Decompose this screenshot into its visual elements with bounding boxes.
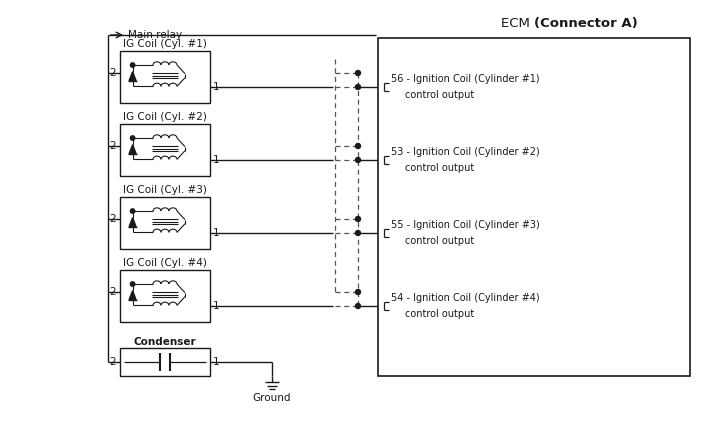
Text: control output: control output (405, 163, 475, 173)
Circle shape (356, 303, 361, 309)
Text: Ground: Ground (253, 393, 291, 403)
Text: control output: control output (405, 309, 475, 319)
Text: (Connector A): (Connector A) (534, 17, 638, 30)
Circle shape (356, 143, 361, 149)
Circle shape (356, 217, 361, 222)
Circle shape (356, 71, 361, 75)
Bar (120, 124, 210, 176)
Text: 1: 1 (213, 228, 219, 238)
Circle shape (356, 84, 361, 89)
Text: 2: 2 (110, 68, 116, 78)
Bar (120, 270, 210, 322)
Text: 56 - Ignition Coil (Cylinder #1): 56 - Ignition Coil (Cylinder #1) (391, 74, 540, 84)
Circle shape (130, 63, 135, 67)
Text: 1: 1 (213, 82, 219, 92)
Circle shape (130, 209, 135, 213)
Text: IG Coil (Cyl. #1): IG Coil (Cyl. #1) (123, 39, 207, 49)
Circle shape (130, 136, 135, 140)
Text: Main relay: Main relay (128, 30, 182, 40)
Text: 1: 1 (213, 155, 219, 165)
Bar (120, 348, 210, 376)
Circle shape (356, 231, 361, 235)
Bar (120, 51, 210, 103)
Text: 2: 2 (110, 141, 116, 151)
Text: control output: control output (405, 236, 475, 246)
Text: IG Coil (Cyl. #4): IG Coil (Cyl. #4) (123, 258, 207, 268)
Text: ECM: ECM (501, 17, 534, 30)
Text: 54 - Ignition Coil (Cylinder #4): 54 - Ignition Coil (Cylinder #4) (391, 293, 540, 303)
Text: 2: 2 (110, 357, 116, 367)
Polygon shape (129, 291, 136, 300)
Text: 2: 2 (110, 287, 116, 297)
Text: IG Coil (Cyl. #2): IG Coil (Cyl. #2) (123, 112, 207, 122)
Polygon shape (129, 72, 136, 81)
Text: Condenser: Condenser (134, 337, 196, 347)
Polygon shape (129, 145, 136, 154)
Bar (378, 38, 690, 376)
Text: 2: 2 (110, 214, 116, 224)
Circle shape (356, 289, 361, 294)
Text: 1: 1 (213, 357, 219, 367)
Bar (120, 197, 210, 249)
Text: 55 - Ignition Coil (Cylinder #3): 55 - Ignition Coil (Cylinder #3) (391, 220, 540, 230)
Polygon shape (129, 218, 136, 227)
Circle shape (356, 158, 361, 163)
Text: 53 - Ignition Coil (Cylinder #2): 53 - Ignition Coil (Cylinder #2) (391, 147, 540, 157)
Circle shape (130, 282, 135, 286)
Text: 1: 1 (213, 301, 219, 311)
Text: IG Coil (Cyl. #3): IG Coil (Cyl. #3) (123, 185, 207, 195)
Text: control output: control output (405, 90, 475, 100)
